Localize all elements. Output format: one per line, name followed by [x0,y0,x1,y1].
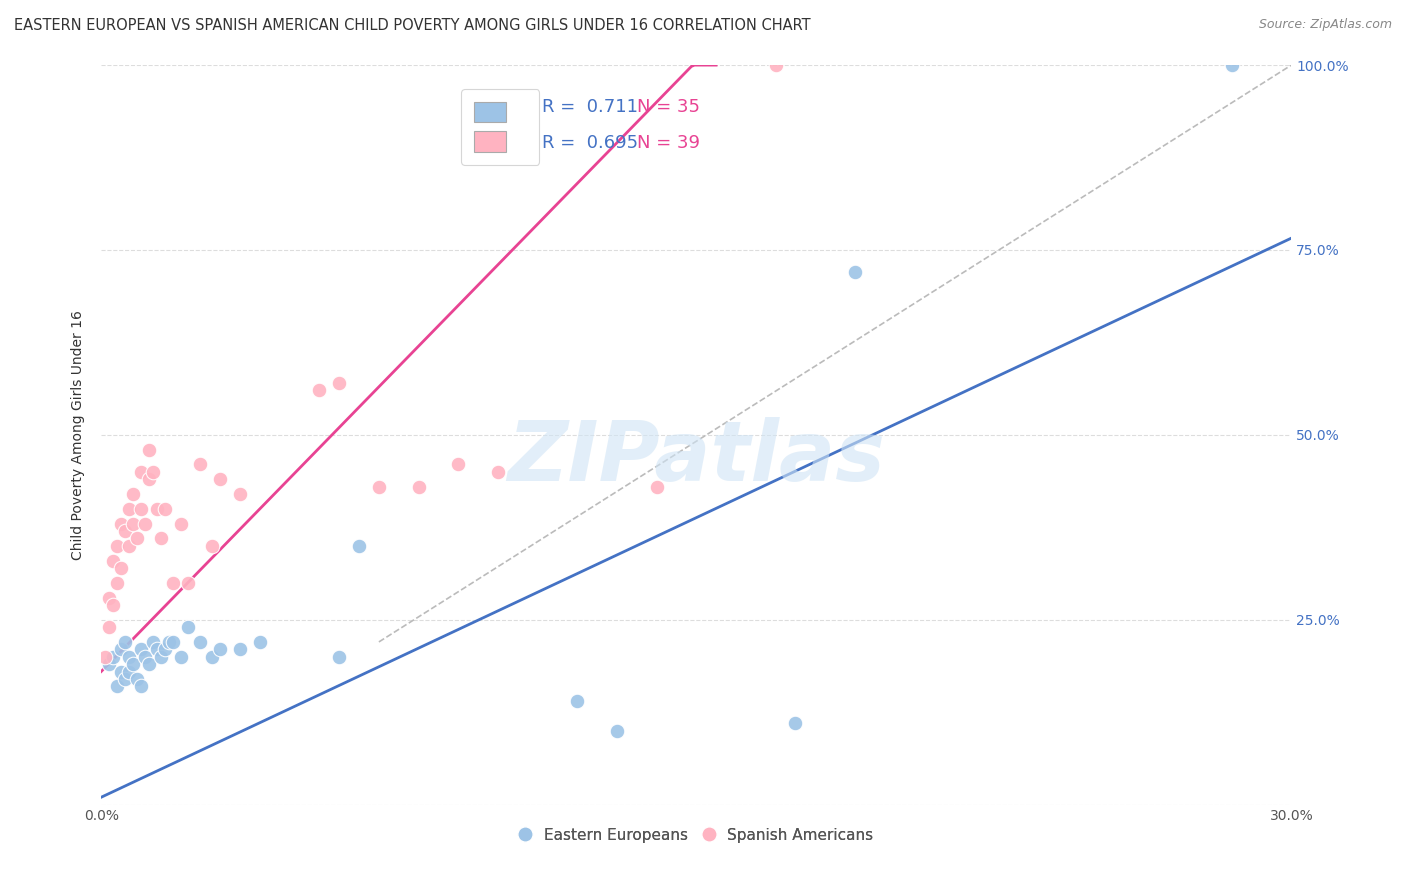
Point [134,516,156,531]
Point [169,516,191,531]
Text: EASTERN EUROPEAN VS SPANISH AMERICAN CHILD POVERTY AMONG GIRLS UNDER 16 CORRELAT: EASTERN EUROPEAN VS SPANISH AMERICAN CHI… [14,18,811,33]
Text: ZIPatlas: ZIPatlas [508,417,886,498]
Point [138,657,160,672]
Point [447,458,470,472]
Point [110,561,132,575]
Point [129,465,152,479]
Point [169,649,191,664]
Point [129,642,152,657]
Point [105,575,128,590]
Point [145,642,167,657]
Point [606,723,628,738]
Point [134,649,156,664]
Point [142,635,165,649]
Point [118,665,141,679]
Point [142,465,165,479]
Point [347,539,370,553]
Point [122,487,145,501]
Point [328,649,350,664]
Point [201,539,224,553]
Point [110,665,132,679]
Text: N = 35: N = 35 [637,98,700,116]
Point [190,635,212,649]
Point [105,539,128,553]
Point [129,679,152,693]
Point [98,620,121,634]
Legend: Eastern Europeans, Spanish Americans: Eastern Europeans, Spanish Americans [513,822,880,849]
Point [249,635,271,649]
Point [153,501,176,516]
Point [138,472,160,486]
Point [162,575,184,590]
Point [98,657,121,672]
Point [125,672,148,686]
Text: Source: ZipAtlas.com: Source: ZipAtlas.com [1258,18,1392,31]
Point [177,575,200,590]
Y-axis label: Child Poverty Among Girls Under 16: Child Poverty Among Girls Under 16 [72,310,86,560]
Point [408,480,430,494]
Point [149,532,172,546]
Point [229,642,252,657]
Point [209,472,232,486]
Point [110,516,132,531]
Point [122,657,145,672]
Point [229,487,252,501]
Point [105,679,128,693]
Point [94,649,117,664]
Point [129,501,152,516]
Point [157,635,180,649]
Point [190,458,212,472]
Point [145,501,167,516]
Point [486,465,509,479]
Text: R =  0.711: R = 0.711 [541,98,637,116]
Point [177,620,200,634]
Point [567,694,589,708]
Point [844,265,866,279]
Point [138,442,160,457]
Point [785,716,807,731]
Point [122,516,145,531]
Point [308,384,330,398]
Text: R =  0.695: R = 0.695 [541,134,638,152]
Point [110,642,132,657]
Point [645,480,668,494]
Point [118,501,141,516]
Point [101,649,124,664]
Point [209,642,232,657]
Point [98,591,121,605]
Point [114,672,136,686]
Point [149,649,172,664]
Point [125,532,148,546]
Point [1220,58,1243,72]
Point [101,553,124,567]
Point [153,642,176,657]
Point [765,58,787,72]
Point [114,635,136,649]
Point [114,524,136,538]
Text: N = 39: N = 39 [637,134,700,152]
Point [328,376,350,390]
Point [162,635,184,649]
Point [367,480,389,494]
Point [118,539,141,553]
Point [201,649,224,664]
Point [101,598,124,612]
Point [118,649,141,664]
